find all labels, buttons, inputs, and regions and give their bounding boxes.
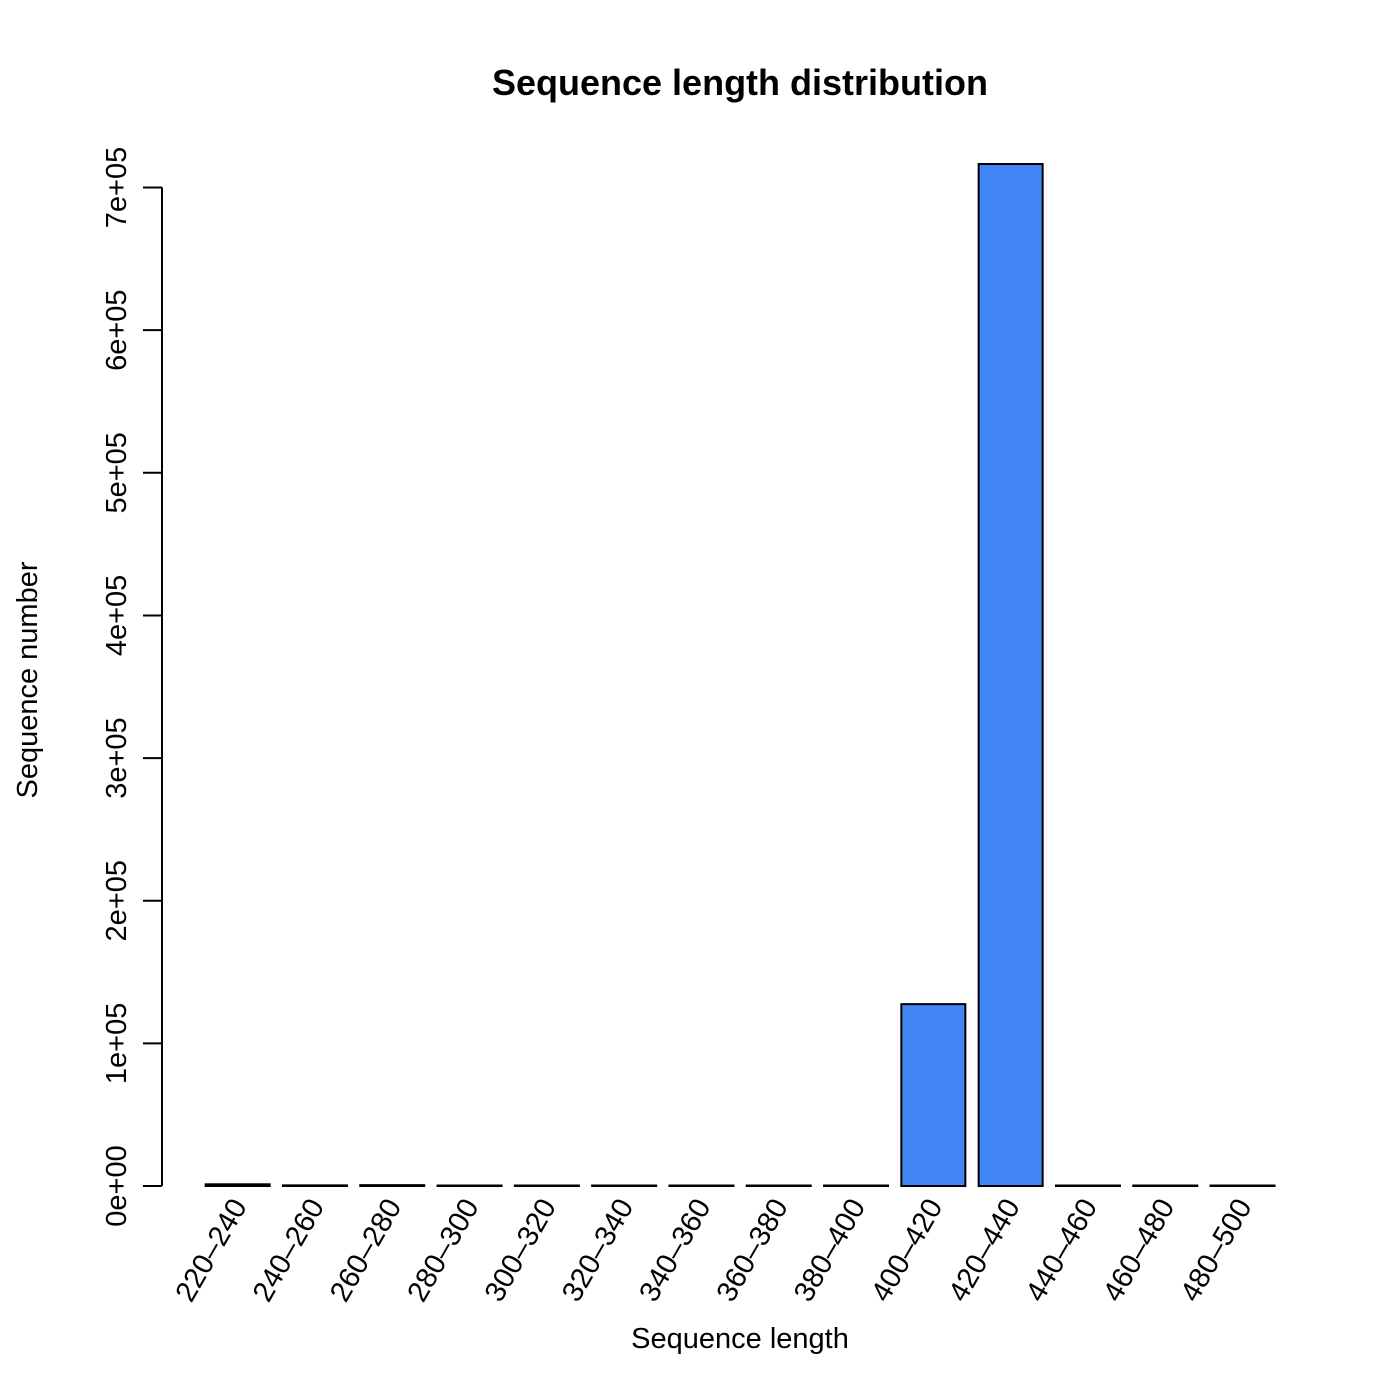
bar (436, 1184, 503, 1187)
bar (359, 1184, 426, 1187)
bar (1054, 1184, 1121, 1187)
bar (1132, 1184, 1199, 1187)
bar (1209, 1184, 1276, 1187)
bar (204, 1183, 271, 1187)
x-axis-tick-labels: 220–240240–260260–280280–300300–320320–3… (170, 1194, 1259, 1308)
bar (745, 1184, 812, 1187)
y-tick-label: 7e+05 (101, 147, 133, 228)
y-tick-label: 0e+00 (101, 1145, 133, 1226)
x-tick-label: 420–440 (943, 1194, 1027, 1308)
y-tick-label: 4e+05 (101, 575, 133, 656)
x-tick-label: 240–260 (247, 1194, 331, 1308)
x-tick-label: 380–400 (788, 1194, 872, 1308)
bar (281, 1184, 348, 1188)
y-axis: 0e+00 1e+05 2e+05 3e+05 4e+05 5e+05 6e+05 7e+05 (101, 147, 163, 1227)
y-tick-label: 6e+05 (101, 289, 133, 370)
x-tick-label: 440–460 (1020, 1194, 1104, 1308)
y-tick-label: 5e+05 (101, 432, 133, 513)
x-tick-label: 360–380 (711, 1194, 795, 1308)
bar (977, 163, 1044, 1187)
bar (900, 1003, 967, 1187)
x-tick-label: 220–240 (170, 1194, 254, 1308)
y-tick-label: 2e+05 (101, 860, 133, 941)
y-tick-label: 3e+05 (101, 717, 133, 798)
x-tick-label: 480–500 (1174, 1194, 1258, 1308)
x-tick-label: 280–300 (401, 1194, 485, 1308)
bar (823, 1184, 890, 1187)
bar (668, 1184, 735, 1187)
y-axis-title: Sequence number (12, 561, 44, 798)
chart-title: Sequence length distribution (492, 62, 988, 103)
bar (591, 1184, 658, 1187)
x-tick-label: 320–340 (556, 1194, 640, 1308)
x-tick-label: 300–320 (479, 1194, 563, 1308)
bar (513, 1184, 580, 1187)
x-tick-label: 400–420 (865, 1194, 949, 1308)
x-axis-title: Sequence length (631, 1323, 849, 1355)
y-tick-label: 1e+05 (101, 1003, 133, 1084)
x-tick-label: 460–480 (1097, 1194, 1181, 1308)
bars (204, 163, 1276, 1188)
x-tick-label: 340–360 (633, 1194, 717, 1308)
x-tick-label: 260–280 (324, 1194, 408, 1308)
